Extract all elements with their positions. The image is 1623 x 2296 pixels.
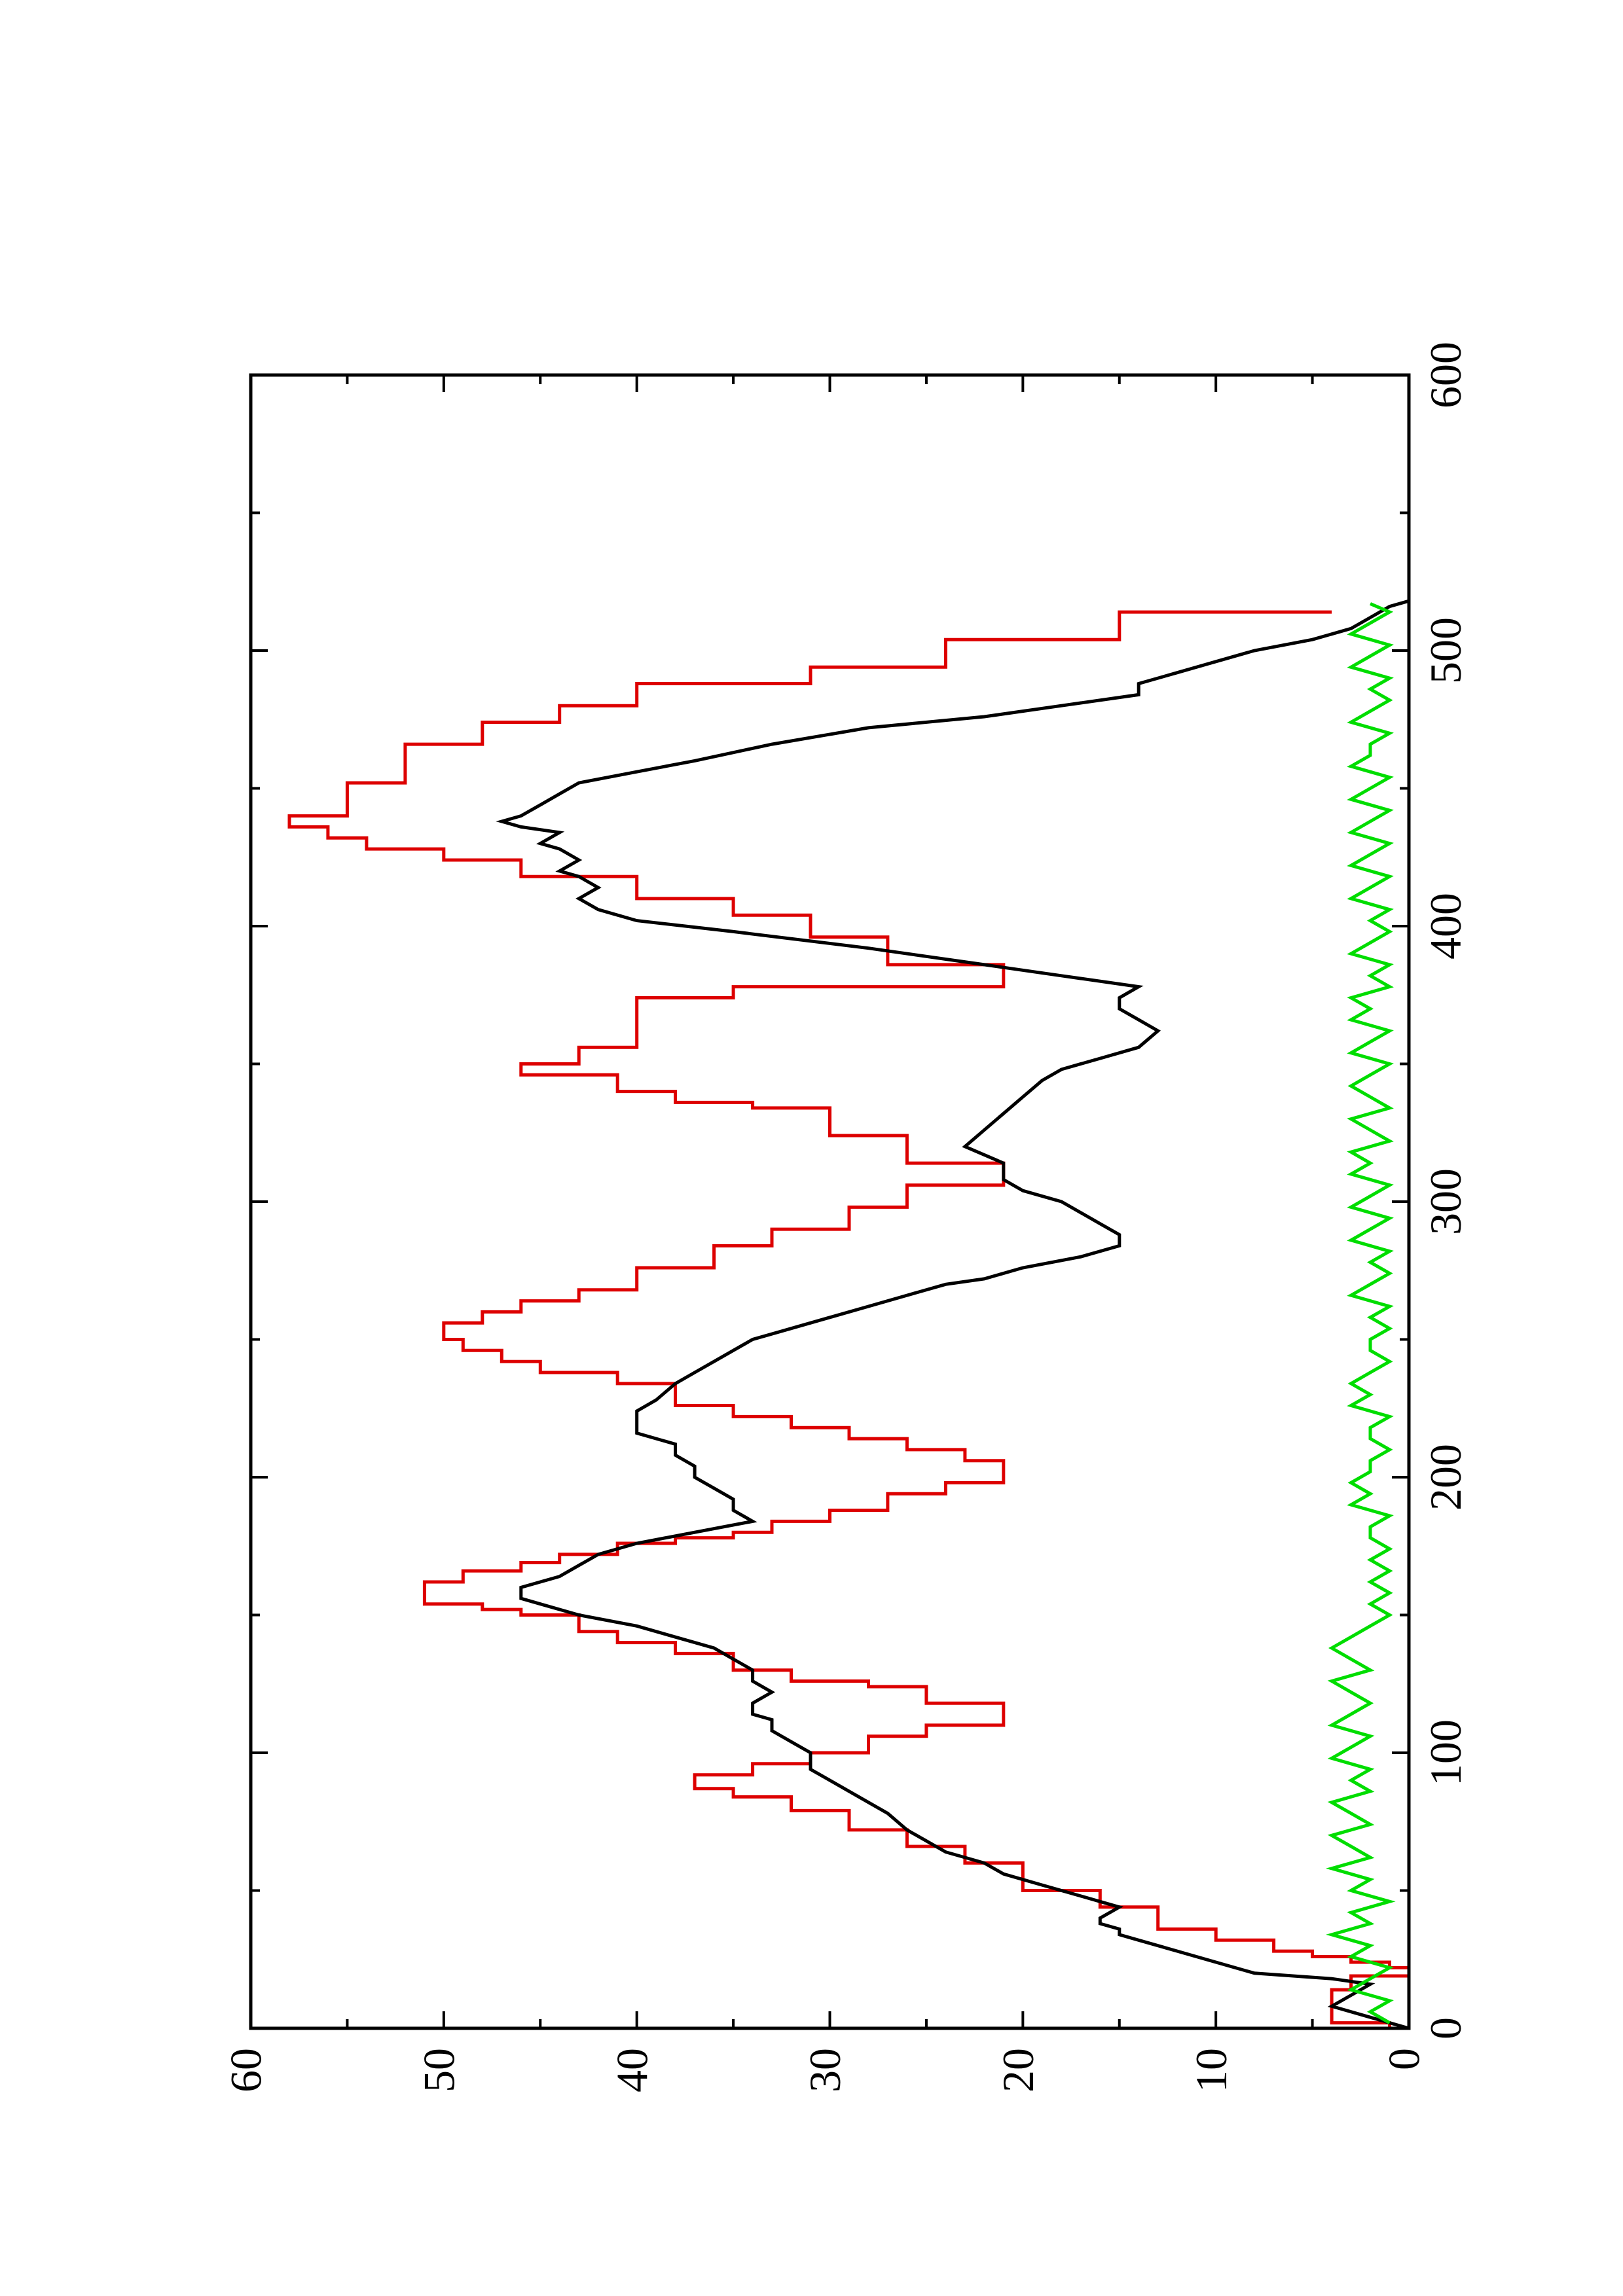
y-tick-label: 30 (800, 2048, 850, 2092)
x-tick-label: 400 (1421, 893, 1470, 960)
x-tick-label: 500 (1421, 617, 1470, 684)
y-tick-label: 0 (1379, 2048, 1429, 2070)
y-tick-label: 40 (607, 2048, 657, 2092)
series-line-1 (287, 610, 1411, 2028)
series-layer (287, 599, 1411, 2030)
series-line-2 (496, 599, 1410, 2030)
y-tick-label: 20 (993, 2048, 1043, 2092)
y-tick-label: 60 (221, 2048, 271, 2092)
y-tick-label: 50 (414, 2048, 464, 2092)
y-tick-label: 10 (1186, 2048, 1236, 2092)
x-tick-label: 0 (1421, 2017, 1470, 2039)
series-line-3 (1326, 602, 1396, 2024)
x-tick-label: 300 (1421, 1168, 1470, 1235)
plot-area: 0 100 200 300 400 500 600 0 10 20 30 40 50 60 (221, 342, 1470, 2092)
tick-layer (249, 374, 1410, 2030)
x-tick-label: 100 (1421, 1719, 1470, 1786)
x-tick-label: 200 (1421, 1444, 1470, 1511)
tick-label-layer: 0 100 200 300 400 500 600 0 10 20 30 40 50 60 (221, 342, 1470, 2092)
x-tick-label: 600 (1421, 342, 1470, 408)
